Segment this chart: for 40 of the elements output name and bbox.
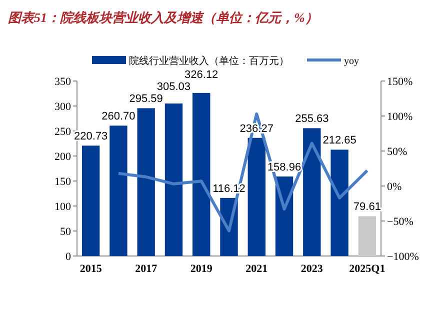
chart-title: 图表51：院线板块营业收入及增速（单位：亿元，%） <box>8 10 318 25</box>
data-label: 255.63 <box>295 113 329 126</box>
x-tick-label: 2015 <box>80 263 102 275</box>
data-label: 305.03 <box>156 81 191 94</box>
bar <box>358 216 376 256</box>
y-tick-label: 250 <box>54 126 72 138</box>
y2-tick-label: 0% <box>387 181 402 193</box>
legend-label: 院线行业营业收入（单位：百万元） <box>129 55 289 67</box>
y2-tick-label: 150% <box>387 76 413 88</box>
y2-tick-label: −50% <box>387 216 414 228</box>
data-label: 326.12 <box>184 69 218 82</box>
bar <box>192 92 210 256</box>
bar <box>248 138 266 256</box>
legend-label: yoy <box>344 56 359 67</box>
y-tick-label: 350 <box>54 76 72 88</box>
y-tick-label: 300 <box>54 101 72 113</box>
y2-tick-label: 50% <box>387 146 408 158</box>
x-tick-label: 2017 <box>135 263 158 275</box>
bar <box>303 128 321 256</box>
bar <box>82 146 100 256</box>
data-label: 220.73 <box>74 130 108 143</box>
y-tick-label: 150 <box>54 176 72 188</box>
x-tick-label: 2023 <box>300 263 324 275</box>
bar <box>110 126 128 256</box>
y2-tick-label: −100% <box>387 251 419 263</box>
x-tick-label: 2019 <box>190 263 213 275</box>
y-tick-label: 50 <box>60 226 72 238</box>
bar <box>137 108 155 256</box>
y-tick-label: 200 <box>54 151 72 163</box>
y2-tick-label: 100% <box>387 111 413 123</box>
x-tick-label: 2025Q1 <box>349 263 386 275</box>
data-label: 295.59 <box>129 93 163 106</box>
x-tick-label: 2021 <box>246 263 268 275</box>
data-label: 79.61 <box>353 201 381 214</box>
data-label: 260.70 <box>102 110 136 123</box>
y-tick-label: 100 <box>54 201 72 213</box>
y-tick-label: 0 <box>66 251 72 263</box>
data-label: 212.65 <box>322 134 356 147</box>
bar <box>164 103 183 256</box>
bar <box>330 150 348 256</box>
